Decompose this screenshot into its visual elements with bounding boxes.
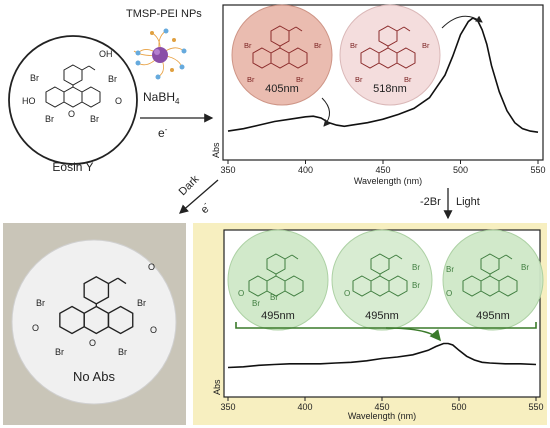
eosin-carbonyl-o: O bbox=[115, 96, 122, 106]
dark-br-1: Br bbox=[36, 298, 45, 308]
bottom-tick-label-500: 500 bbox=[451, 402, 466, 412]
bottom-spectrum-line bbox=[227, 342, 537, 369]
species-518-br-2: Br bbox=[422, 41, 430, 50]
bottom-tick-label-350: 350 bbox=[220, 402, 235, 412]
no-abs-label: No Abs bbox=[73, 369, 115, 384]
top-tick-label-500: 500 bbox=[453, 165, 468, 175]
peak-label-518: 518nm bbox=[373, 83, 407, 95]
eosin-y-molecule: Br Br HO O Br O Br OH Eosin Y bbox=[8, 35, 138, 174]
top-tick-label-450: 450 bbox=[375, 165, 390, 175]
s3-o: O bbox=[446, 289, 452, 298]
bottom-x-axis-label: Wavelength (nm) bbox=[348, 411, 416, 421]
pointer-405 bbox=[321, 97, 331, 127]
dark-path: Dark e- bbox=[177, 173, 219, 216]
top-tick-label-350: 350 bbox=[220, 165, 235, 175]
dark-product-panel: Br Br O O Br O Br O No Abs bbox=[3, 223, 186, 425]
species-518-br-3: Br bbox=[355, 75, 363, 84]
dark-electron-label: e- bbox=[197, 199, 214, 216]
nanoparticle-icon bbox=[133, 28, 187, 80]
eosin-br-3: Br bbox=[45, 114, 54, 124]
species-405-br-4: Br bbox=[296, 75, 304, 84]
species-405-br-1: Br bbox=[244, 41, 252, 50]
s1-br-2: Br bbox=[270, 293, 278, 302]
eosin-hydroxyl: HO bbox=[22, 96, 36, 106]
bottom-x-axis: 350 400 450 500 550 bbox=[220, 397, 544, 412]
species-518-circle bbox=[339, 4, 441, 106]
bottom-tick-label-550: 550 bbox=[528, 402, 543, 412]
s1-o: O bbox=[238, 289, 244, 298]
top-tick-label-400: 400 bbox=[298, 165, 313, 175]
s3-br-2: Br bbox=[521, 263, 529, 272]
species-518-br-1: Br bbox=[350, 41, 358, 50]
bottom-spectrum-panel: 350 400 450 500 550 Wavelength (nm) Abs O Br… bbox=[193, 223, 547, 425]
debromination-label: -2Br bbox=[420, 196, 441, 208]
species-495-bubble-2: O Br Br 495nm bbox=[331, 229, 433, 331]
s3-br-1: Br bbox=[446, 265, 454, 274]
pointer-518 bbox=[441, 15, 483, 29]
peak-label-495-b: 495nm bbox=[365, 310, 399, 322]
dark-br-3: Br bbox=[55, 347, 64, 357]
species-405-bubble: Br Br Br Br 405nm bbox=[231, 4, 333, 106]
reductant-label: NaBH4 bbox=[143, 90, 180, 106]
dark-arrow bbox=[179, 179, 219, 214]
eosin-y-circle bbox=[8, 35, 138, 165]
eosin-oh: OH bbox=[99, 49, 113, 59]
eosin-y-label: Eosin Y bbox=[52, 160, 93, 174]
s2-br-1: Br bbox=[412, 263, 420, 272]
peak-label-495-a: 495nm bbox=[261, 310, 295, 322]
s2-o: O bbox=[344, 289, 350, 298]
dark-carboxylate-o: O bbox=[148, 262, 155, 272]
top-spectrum-line bbox=[227, 17, 539, 133]
eosin-br-1: Br bbox=[30, 73, 39, 83]
s1-br-1: Br bbox=[252, 299, 260, 308]
nanoparticle-label: TMSP-PEI NPs bbox=[126, 8, 202, 20]
dark-br-4: Br bbox=[118, 347, 127, 357]
species-495-bubble-3: Br O Br 495nm bbox=[442, 229, 544, 331]
light-label: Light bbox=[456, 196, 480, 208]
dark-o-right: O bbox=[150, 325, 157, 335]
top-spectrum-panel: 350 400 450 500 550 Wavelength (nm) Abs Br B… bbox=[211, 4, 546, 186]
dark-br-2: Br bbox=[137, 298, 146, 308]
dark-label: Dark bbox=[177, 173, 202, 198]
bottom-y-axis-label: Abs bbox=[212, 379, 222, 395]
species-405-circle bbox=[231, 4, 333, 106]
bottom-tick-label-400: 400 bbox=[297, 402, 312, 412]
bottom-tick-label-450: 450 bbox=[374, 402, 389, 412]
eosin-br-2: Br bbox=[108, 74, 117, 84]
electron-label: e- bbox=[158, 125, 168, 140]
nanoparticle-reagent: TMSP-PEI NPs NaBH4 e- bbox=[126, 8, 214, 140]
light-path: -2Br Light bbox=[420, 188, 480, 220]
species-405-br-3: Br bbox=[247, 75, 255, 84]
top-y-axis-label: Abs bbox=[211, 142, 221, 158]
eosin-ring-o: O bbox=[68, 109, 75, 119]
peak-label-495-c: 495nm bbox=[476, 310, 510, 322]
species-495-bubble-1: O Br Br 495nm bbox=[227, 229, 329, 331]
top-x-axis-label: Wavelength (nm) bbox=[354, 176, 422, 186]
grouping-arrow bbox=[385, 327, 442, 342]
peak-label-405: 405nm bbox=[265, 83, 299, 95]
dark-product-circle bbox=[11, 239, 177, 405]
dark-ring-o: O bbox=[89, 338, 96, 348]
dark-o-left: O bbox=[32, 323, 39, 333]
species-518-br-4: Br bbox=[404, 75, 412, 84]
top-x-axis: 350 400 450 500 550 bbox=[220, 160, 546, 175]
species-405-br-2: Br bbox=[314, 41, 322, 50]
species-518-bubble: Br Br Br Br 518nm bbox=[339, 4, 441, 106]
eosin-br-4: Br bbox=[90, 114, 99, 124]
s2-br-2: Br bbox=[412, 281, 420, 290]
top-tick-label-550: 550 bbox=[530, 165, 545, 175]
